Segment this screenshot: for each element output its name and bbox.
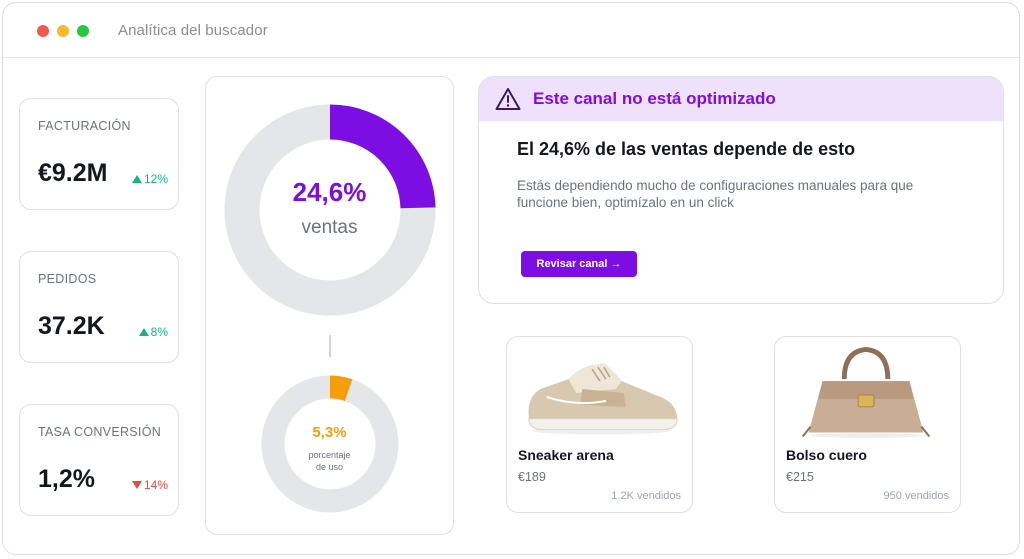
product-sold-count: 1.2K vendidos (611, 490, 681, 502)
kpi-card-pedidos: PEDIDOS 37.2K 8% (19, 251, 179, 363)
donut-card: 24,6% ventas 5,3% porcentaje de uso (205, 76, 454, 535)
minimize-window-button[interactable] (57, 25, 69, 37)
alert-card: Este canal no está optimizado El 24,6% d… (478, 76, 1004, 304)
close-window-button[interactable] (37, 25, 49, 37)
kpi-card-tasa-conversion: TASA CONVERSIÓN 1,2% 14% (19, 404, 179, 516)
sales-label: ventas (301, 217, 358, 238)
alert-header: Este canal no está optimizado (479, 77, 1003, 121)
product-name: Sneaker arena (518, 447, 614, 463)
product-price: €189 (518, 470, 546, 484)
kpi-delta-value: 8% (150, 325, 168, 339)
usage-donut-track (261, 375, 399, 513)
maximize-window-button[interactable] (77, 25, 89, 37)
review-channel-button[interactable]: Revisar canal → (521, 251, 637, 277)
usage-label-line: porcentaje (308, 450, 351, 460)
kpi-delta-value: 14% (143, 478, 168, 492)
sales-percent: 24,6% (292, 177, 367, 207)
kpi-delta-value: 12% (143, 172, 168, 186)
kpi-delta: 12% (131, 172, 168, 186)
usage-label: porcentaje de uso (206, 449, 453, 473)
donut-charts (224, 104, 436, 513)
alert-title: Este canal no está optimizado (533, 89, 776, 108)
handbag-image (801, 346, 931, 438)
usage-donut-segment (329, 375, 353, 402)
alert-description: Estás dependiendo mucho de configuracion… (517, 178, 914, 210)
product-sold-count: 950 vendidos (883, 490, 949, 502)
kpi-value: 37.2K (38, 312, 105, 340)
kpi-label: FACTURACIÓN (38, 119, 131, 133)
usage-label-line: de uso (315, 462, 344, 472)
kpi-delta: 14% (131, 478, 168, 492)
warning-icon (495, 88, 521, 110)
trend-down-icon (131, 481, 142, 489)
kpi-value: 1,2% (38, 465, 95, 493)
kpi-label: PEDIDOS (38, 272, 97, 286)
product-card[interactable]: Bolso cuero €215 950 vendidos (774, 336, 961, 513)
kpi-card-facturacion: FACTURACIÓN €9.2M 12% (19, 98, 179, 210)
sales-donut-segment (329, 104, 436, 209)
kpi-delta: 8% (138, 325, 168, 339)
sneaker-image (528, 363, 678, 435)
kpi-label: TASA CONVERSIÓN (38, 425, 162, 439)
product-price: €215 (786, 470, 814, 484)
alert-heading: El 24,6% de las ventas depende de esto (517, 139, 856, 159)
title-bar: Analítica del buscador (3, 3, 1019, 58)
usage-percent: 5,3% (312, 424, 347, 441)
connector-line (329, 335, 331, 357)
window-title: Analítica del buscador (118, 22, 268, 39)
kpi-value: €9.2M (38, 159, 108, 187)
product-card[interactable]: Sneaker arena €189 1.2K vendidos (506, 336, 693, 513)
product-name: Bolso cuero (786, 447, 867, 463)
trend-up-icon (138, 328, 149, 336)
trend-up-icon (131, 175, 142, 183)
